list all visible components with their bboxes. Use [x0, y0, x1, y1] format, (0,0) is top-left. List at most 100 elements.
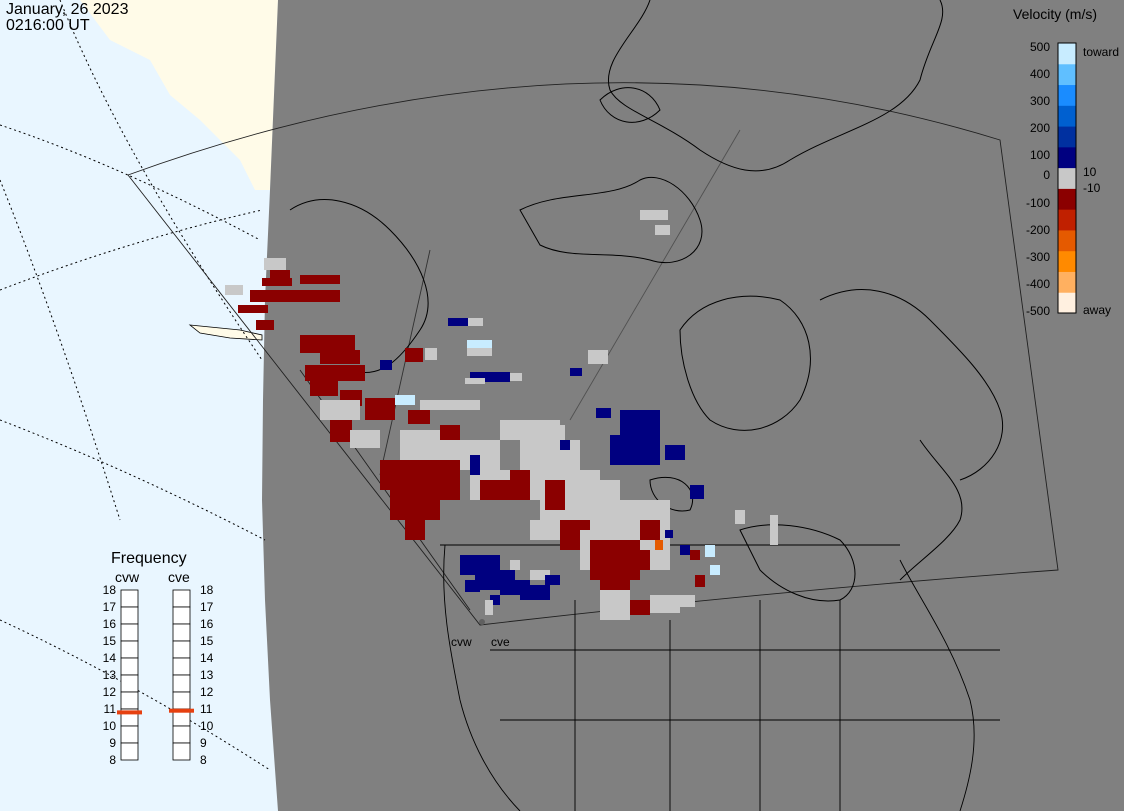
velocity-tick-label: -500 — [1025, 304, 1050, 318]
colorbar-segment — [1058, 84, 1076, 106]
echo-cell — [530, 570, 550, 580]
frequency-gauge-cell — [172, 589, 191, 608]
echo-cell — [570, 368, 582, 376]
frequency-scale-label: 13 — [200, 668, 214, 682]
echo-cell — [640, 210, 668, 220]
echo-cell — [705, 545, 715, 557]
echo-cell — [405, 348, 423, 362]
frequency-scale-label: 14 — [102, 651, 116, 665]
echo-cell — [310, 380, 338, 396]
frequency-scale-label: 17 — [200, 600, 214, 614]
echo-cell — [545, 575, 560, 585]
frequency-gauge-cell — [120, 589, 139, 608]
echo-cell — [300, 275, 340, 284]
us-borders — [440, 544, 1000, 811]
colorbar-segment — [1058, 167, 1076, 189]
velocity-tick-label: -10 — [1083, 181, 1101, 195]
frequency-scale-label: 8 — [200, 753, 207, 767]
frequency-scale-label: 18 — [102, 583, 116, 597]
echo-cell — [655, 225, 670, 235]
echo-cell — [440, 425, 460, 440]
frequency-gauge-cell — [172, 623, 191, 642]
velocity-tick-label: 10 — [1083, 165, 1097, 179]
map-gray-area — [262, 0, 1124, 811]
echo-cell — [465, 378, 485, 384]
echo-cell — [520, 440, 580, 470]
gauge-label-cvw: cvw — [115, 569, 140, 585]
frequency-gauge-cell — [172, 606, 191, 625]
echo-cell — [465, 580, 480, 592]
echo-cell — [420, 400, 480, 410]
velocity-tick-label: -100 — [1025, 196, 1050, 210]
frequency-gauge-cell — [172, 742, 191, 761]
frequency-gauge-cell — [120, 742, 139, 761]
frequency-title: Frequency — [111, 550, 187, 567]
echo-cell — [520, 585, 550, 600]
frequency-scale-label: 13 — [102, 668, 116, 682]
frequency-scale-label: 11 — [200, 702, 213, 716]
echo-cell — [588, 350, 608, 364]
away-label: away — [1083, 303, 1112, 317]
frequency-scale-label: 10 — [102, 719, 116, 733]
frequency-gauge-cell — [172, 657, 191, 676]
frequency-gauge-cell — [172, 674, 191, 693]
toward-label: toward — [1083, 45, 1120, 59]
echo-cell — [596, 408, 611, 418]
alaska-peninsula — [188, 324, 263, 341]
echo-cell — [365, 398, 395, 420]
frequency-scale-label: 8 — [109, 753, 116, 767]
echo-cell — [550, 425, 565, 440]
map-label-cve: cve — [491, 635, 510, 649]
echo-cell — [256, 320, 274, 330]
frequency-gauge-cell — [120, 657, 139, 676]
colorbar-segment — [1058, 43, 1076, 65]
echo-cell — [490, 595, 500, 605]
echo-cell — [485, 600, 493, 615]
echo-cell — [650, 595, 680, 613]
frequency-gauge-cell — [120, 725, 139, 744]
frequency-gauge-cell — [120, 691, 139, 710]
echo-cell — [510, 373, 522, 381]
frequency-marker — [117, 710, 142, 715]
echo-cell — [330, 420, 352, 442]
velocity-tick-label: -200 — [1025, 223, 1050, 237]
colorbar-segment — [1058, 229, 1076, 252]
echo-cell — [620, 580, 630, 590]
echo-cell — [695, 575, 705, 587]
coastlines — [289, 0, 1004, 602]
echo-cell — [425, 348, 437, 360]
echo-cell — [665, 530, 673, 538]
colorbar-segment — [1058, 146, 1076, 169]
date-label: January, 26 2023 — [6, 1, 129, 18]
echo-cell — [380, 360, 392, 370]
velocity-legend-title: Velocity (m/s) — [1013, 6, 1098, 22]
echo-cell — [770, 515, 778, 545]
echo-cell — [690, 550, 700, 560]
echo-cell — [350, 430, 380, 448]
echo-cell — [405, 520, 425, 540]
echo-cell — [270, 270, 290, 280]
graticule — [0, 0, 271, 771]
colorbar-segment — [1058, 292, 1076, 314]
echo-cell — [680, 595, 695, 607]
echo-cell — [390, 490, 440, 520]
echo-cell — [468, 318, 483, 326]
frequency-scale-label: 16 — [200, 617, 214, 631]
colorbar-segment — [1058, 271, 1076, 293]
colorbar-segment — [1058, 209, 1076, 231]
echo-cell — [690, 485, 704, 499]
echo-cell — [665, 445, 685, 460]
echo-cell — [408, 410, 430, 424]
echo-cell — [300, 335, 355, 353]
gauge-label-cve: cve — [168, 569, 190, 585]
echo-cell — [680, 545, 690, 555]
echo-cell — [510, 560, 520, 570]
frequency-marker — [169, 708, 194, 713]
echo-cell — [305, 365, 365, 381]
frequency-scale-label: 9 — [109, 736, 116, 750]
echo-cell — [620, 550, 650, 570]
frequency-scale-label: 18 — [200, 583, 214, 597]
colorbar-segment — [1058, 188, 1076, 210]
echo-cell — [640, 520, 660, 540]
time-label: 0216:00 UT — [6, 17, 90, 34]
